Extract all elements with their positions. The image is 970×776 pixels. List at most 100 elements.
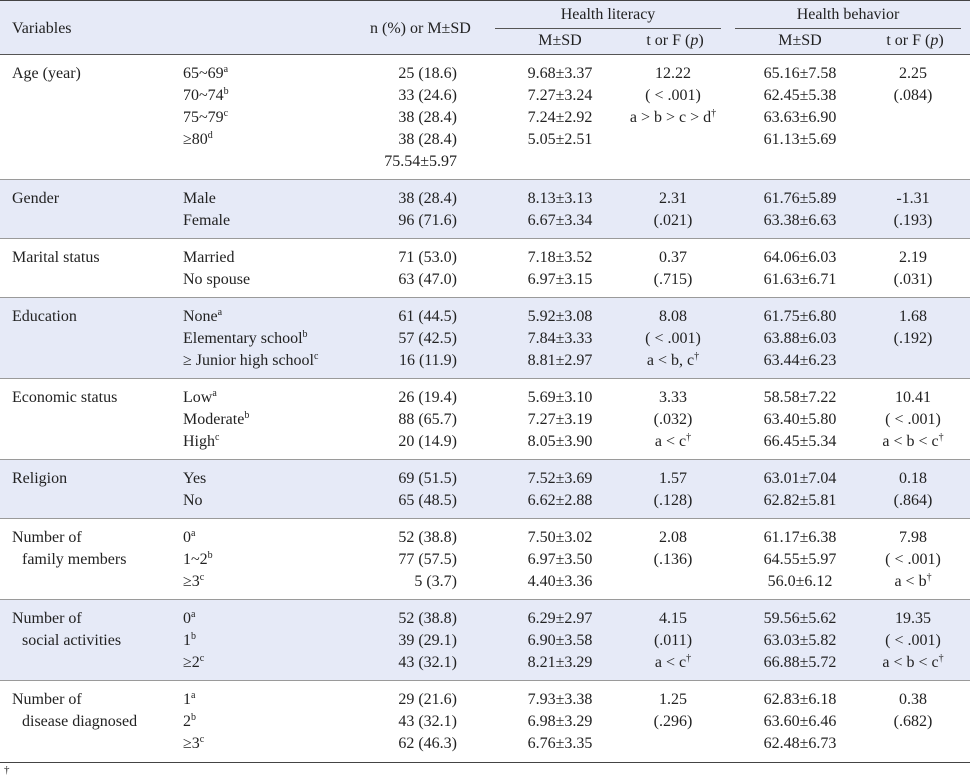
health-behavior-msd: 61.63±6.71 <box>763 271 837 288</box>
category-label: 0a <box>183 528 196 547</box>
superscript: b <box>302 329 308 340</box>
health-behavior-stat: (.031) <box>893 271 933 288</box>
health-behavior-msd: 64.06±6.03 <box>763 249 837 266</box>
group-separator <box>0 297 970 298</box>
dagger-mark: † <box>686 653 692 664</box>
health-literacy-msd: 6.97±3.15 <box>527 271 593 288</box>
dagger-mark: † <box>938 432 944 443</box>
health-literacy-stat: (.715) <box>653 271 693 288</box>
health-behavior-stat: (.192) <box>893 330 933 347</box>
header-hb-msd: M±SD <box>778 32 822 49</box>
health-behavior-msd: 63.63±6.90 <box>763 109 837 126</box>
health-behavior-stat: (.193) <box>893 212 933 229</box>
health-behavior-msd: 61.75±6.80 <box>763 308 837 325</box>
health-behavior-msd: 64.55±5.97 <box>763 551 837 568</box>
health-behavior-msd: 61.76±5.89 <box>763 190 837 207</box>
n-percent-value: 38 (28.4) <box>398 190 457 207</box>
n-percent-value: 5 (3.7) <box>414 573 457 590</box>
category-label: Moderateb <box>183 410 250 429</box>
health-behavior-stat: ( < .001) <box>885 411 941 428</box>
health-literacy-msd: 5.69±3.10 <box>527 389 593 406</box>
health-behavior-msd: 63.40±5.80 <box>763 411 837 428</box>
health-literacy-stat: 12.22 <box>655 65 691 82</box>
health-literacy-stat: 2.31 <box>659 190 687 207</box>
health-behavior-msd: 62.45±5.38 <box>763 87 837 104</box>
health-literacy-msd: 6.67±3.34 <box>527 212 593 229</box>
health-behavior-stat: (.084) <box>893 87 933 104</box>
health-behavior-stat: (.864) <box>893 492 933 509</box>
variable-label: Religion <box>12 470 68 487</box>
health-literacy-stat: 0.37 <box>659 249 687 266</box>
health-behavior-stat: ( < .001) <box>885 632 941 649</box>
row-group: Age (year) 65~69a 25 (18.6) 9.68±3.37 12.22 6… <box>0 55 970 179</box>
header-hl-t-or-f: t or F (p) <box>646 32 704 49</box>
variable-label: Number of <box>12 691 82 708</box>
group-separator <box>0 680 970 681</box>
health-behavior-msd: 63.38±6.63 <box>763 212 837 229</box>
category-label: Lowa <box>183 388 217 407</box>
superscript: b <box>191 631 196 642</box>
n-percent-value: 52 (38.8) <box>398 610 457 627</box>
category-label: No spouse <box>183 271 251 288</box>
n-percent-value: 71 (53.0) <box>398 249 457 266</box>
health-literacy-stat: (.128) <box>653 492 693 509</box>
n-percent-value: 69 (51.5) <box>398 470 457 487</box>
health-behavior-msd: 65.16±7.58 <box>763 65 837 82</box>
health-literacy-stat: 2.08 <box>659 529 687 546</box>
health-literacy-msd: 7.52±3.69 <box>527 470 593 487</box>
health-behavior-msd: 63.88±6.03 <box>763 330 837 347</box>
n-percent-value: 20 (14.9) <box>398 433 457 450</box>
category-label: 1~2b <box>183 550 213 569</box>
category-label: No <box>183 492 203 509</box>
health-behavior-msd: 66.88±5.72 <box>763 654 837 671</box>
health-behavior-stat: (.682) <box>893 713 933 730</box>
variable-label: Economic status <box>12 389 118 406</box>
variable-label: Number of <box>12 529 82 546</box>
category-label: Yes <box>183 470 207 487</box>
health-literacy-msd: 5.92±3.08 <box>527 308 593 325</box>
health-literacy-stat: a < c† <box>654 432 692 451</box>
health-literacy-stat: 8.08 <box>659 308 687 325</box>
superscript: c <box>199 734 205 745</box>
health-behavior-stat: 2.25 <box>899 65 927 82</box>
category-label: Female <box>183 212 231 229</box>
variable-label: social activities <box>22 632 122 649</box>
variable-label: Gender <box>12 190 60 207</box>
n-percent-value: 62 (46.3) <box>398 735 457 752</box>
category-label: 75~79c <box>183 108 229 127</box>
row-group: Number of disease diagnosed 1a 29 (21.6) 7.9… <box>0 681 970 761</box>
n-percent-value: 43 (32.1) <box>398 713 457 730</box>
variable-label: Education <box>12 308 77 325</box>
health-literacy-msd: 8.13±3.13 <box>527 190 593 207</box>
superscript: a <box>191 528 196 539</box>
health-literacy-msd: 8.81±2.97 <box>527 352 593 369</box>
health-literacy-stat: (.296) <box>653 713 693 730</box>
superscript: a <box>191 690 196 701</box>
health-behavior-stat: a < b† <box>894 572 932 591</box>
dagger-mark: † <box>686 432 692 443</box>
n-percent-value: 75.54±5.97 <box>384 153 457 170</box>
dagger-mark: † <box>926 572 932 583</box>
superscript: a <box>191 609 196 620</box>
row-group: Number of social activities 0a 52 (38.8) 6.2… <box>0 600 970 680</box>
header-underline-behavior <box>735 28 961 29</box>
n-percent-value: 88 (65.7) <box>398 411 457 428</box>
variable-label: Age (year) <box>12 65 81 82</box>
health-literacy-stat: 1.25 <box>659 691 687 708</box>
category-label: 70~74b <box>183 86 229 105</box>
health-literacy-stat: 3.33 <box>659 389 687 406</box>
category-label: ≥3c <box>183 572 205 591</box>
n-percent-value: 39 (29.1) <box>398 632 457 649</box>
row-group: Religion Yes 69 (51.5) 7.52±3.69 1.57 63.01±7… <box>0 460 970 518</box>
health-behavior-stat: -1.31 <box>896 190 930 207</box>
row-group: Gender Male 38 (28.4) 8.13±3.13 2.31 61.76±5.… <box>0 180 970 238</box>
category-label: 65~69a <box>183 64 229 83</box>
n-percent-value: 57 (42.5) <box>398 330 457 347</box>
health-literacy-msd: 6.29±2.97 <box>527 610 593 627</box>
category-label: 2b <box>183 712 196 731</box>
category-label: 1a <box>183 690 196 709</box>
row-group: Marital status Married 71 (53.0) 7.18±3.52 0… <box>0 239 970 297</box>
header-n-percent: n (%) or M±SD <box>370 20 471 37</box>
health-literacy-stat: 4.15 <box>659 610 687 627</box>
health-behavior-stat: 1.68 <box>899 308 927 325</box>
